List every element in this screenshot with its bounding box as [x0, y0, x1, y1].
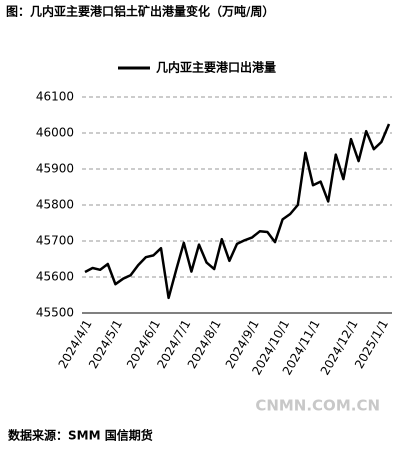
- y-tick-label: 45500: [36, 306, 74, 320]
- y-tick-label: 45600: [36, 270, 74, 284]
- y-tick-label: 45900: [36, 162, 74, 176]
- line-series: [84, 123, 391, 300]
- y-tick-label: 46100: [36, 90, 74, 104]
- x-tick-label: 2024/12/1: [318, 317, 361, 377]
- chart-title: 图：几内亚主要港口铝土矿出港量变化（万吨/周）: [6, 4, 274, 19]
- y-tick-label: 46000: [36, 126, 74, 140]
- watermark: CNMN.COM.CN: [255, 397, 380, 415]
- y-tick-label: 45800: [36, 198, 74, 212]
- legend-label: 几内亚主要港口出港量: [156, 60, 276, 75]
- source: 数据来源：SMM 国信期货: [8, 428, 153, 443]
- y-tick-label: 45700: [36, 234, 74, 248]
